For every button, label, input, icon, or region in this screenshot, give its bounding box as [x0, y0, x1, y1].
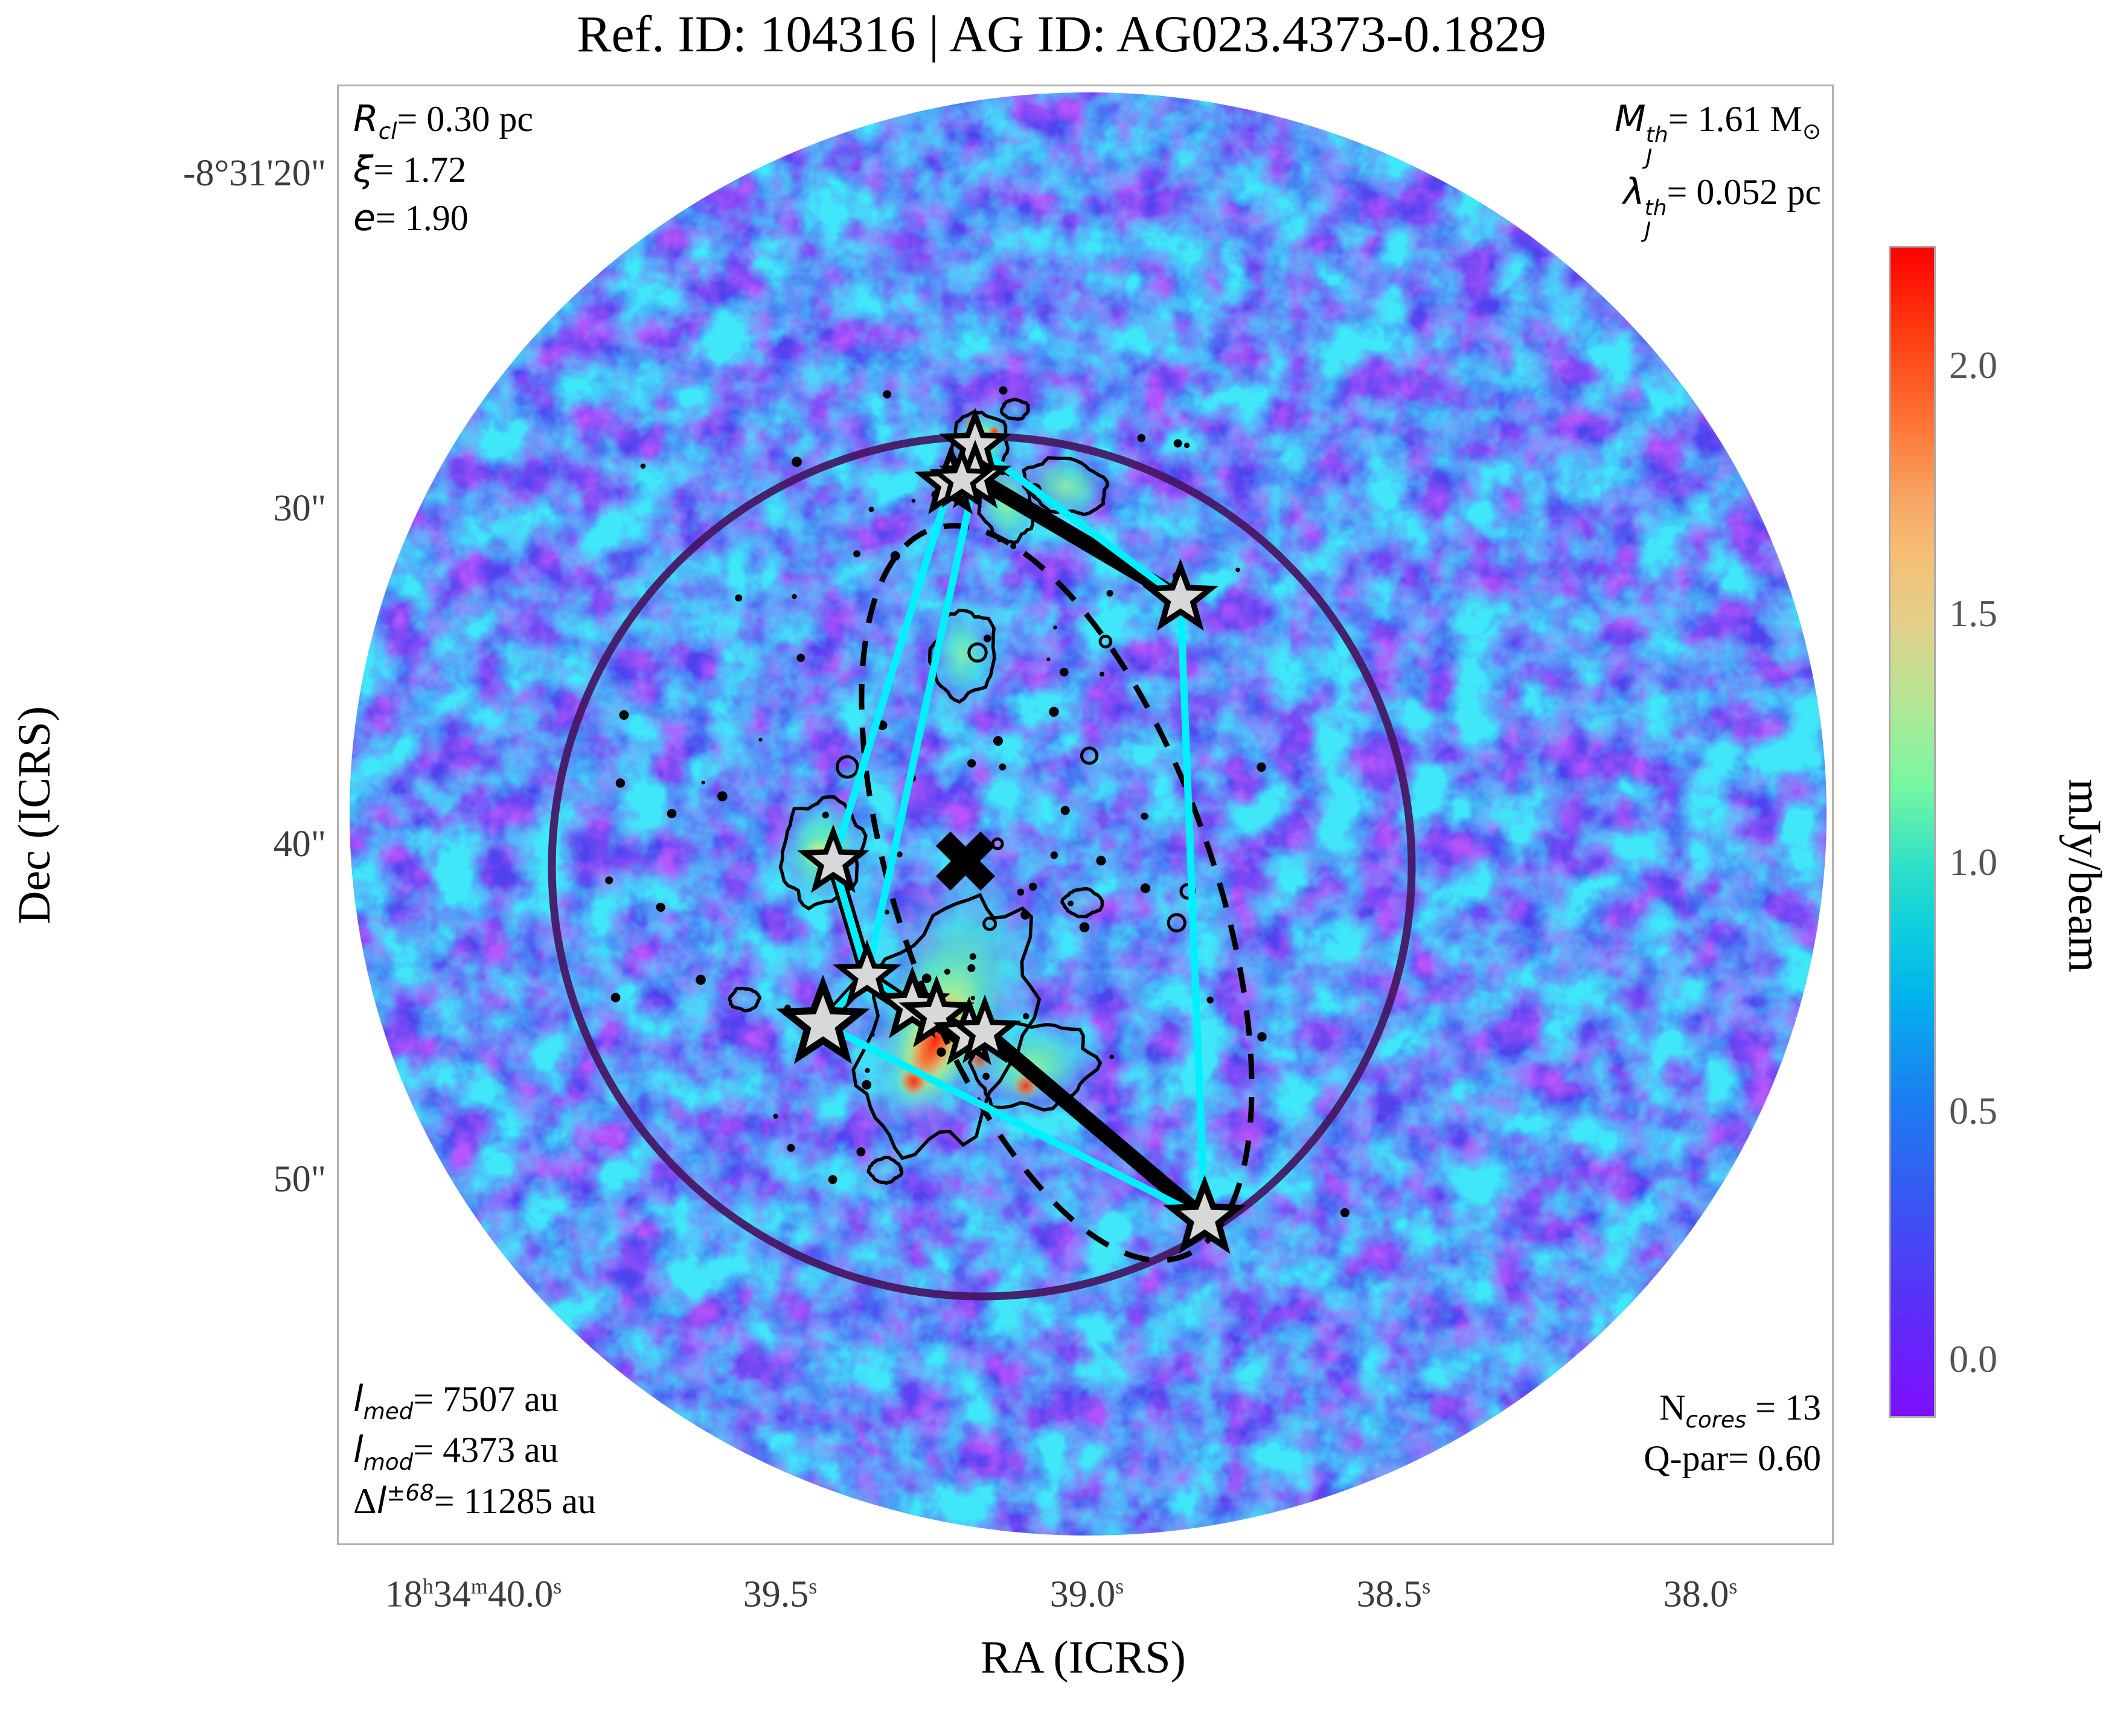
- annotation-line: e= 1.90: [353, 197, 469, 240]
- annotation-line: Δl±68= 11285 au: [353, 1479, 596, 1522]
- noise-cyan-layer: [350, 92, 1827, 1536]
- x-tick: 38.5s: [1356, 1574, 1431, 1615]
- colorbar-tick: 1.5: [1949, 592, 1997, 635]
- annotation-bottom-right: Ncores = 13 Q-par= 0.60: [1644, 1384, 1821, 1483]
- colorbar: [1889, 246, 1936, 1418]
- annotation-bottom-left: lmed= 7507 au lmod= 4373 au Δl±68= 11285 a…: [353, 1376, 596, 1526]
- annotation-line: lmed= 7507 au: [353, 1378, 559, 1424]
- y-axis-label: Dec (ICRS): [9, 706, 60, 924]
- colorbar-tick: 2.0: [1949, 343, 1997, 386]
- sky-map-panel: [337, 85, 1834, 1545]
- x-tick: 38.0s: [1663, 1574, 1738, 1615]
- annotation-line: Ncores = 13: [1659, 1388, 1821, 1433]
- annotation-line: ξ= 1.72: [353, 149, 467, 191]
- y-tick: -8°31'20": [183, 153, 326, 194]
- annotation-line: lmod= 4373 au: [353, 1429, 559, 1476]
- annotation-top-left: Rcl= 0.30 pc ξ= 1.72 e= 1.90: [353, 95, 533, 243]
- annotation-line: λ th J = 0.052 pc: [1623, 171, 1821, 243]
- y-tick: 30": [273, 488, 326, 529]
- colorbar-tick: 0.5: [1949, 1089, 1997, 1132]
- colorbar-tick: 0.0: [1949, 1337, 1997, 1381]
- x-tick: 39.5s: [743, 1574, 818, 1615]
- colorbar-tick: 1.0: [1949, 841, 1997, 884]
- figure-title: Ref. ID: 104316 | AG ID: AG023.4373-0.18…: [577, 5, 1546, 63]
- x-tick: 18h34m40.0s: [385, 1574, 562, 1615]
- field-of-view: [350, 92, 1827, 1536]
- y-tick: 50": [273, 1159, 326, 1200]
- x-tick: 39.0s: [1049, 1574, 1124, 1615]
- sky-map-canvas: [350, 92, 1827, 1536]
- y-tick: 40": [273, 824, 326, 865]
- colorbar-label: mJy/beam: [2059, 778, 2112, 973]
- annotation-line: Rcl= 0.30 pc: [353, 98, 533, 144]
- x-axis-label: RA (ICRS): [981, 1632, 1186, 1683]
- annotation-line: Q-par= 0.60: [1644, 1438, 1821, 1479]
- cluster-center-marker: [935, 831, 996, 891]
